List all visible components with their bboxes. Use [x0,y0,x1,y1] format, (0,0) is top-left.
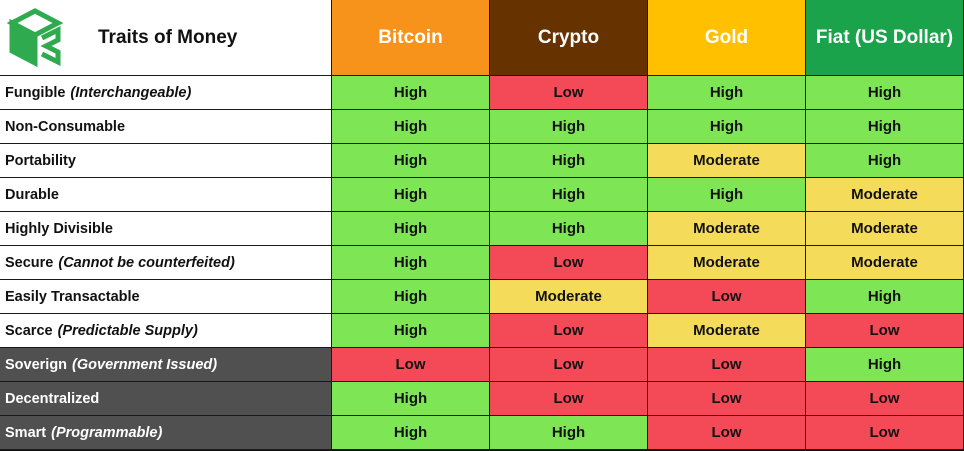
trait-name: Secure [5,254,54,271]
rating-cell-fiat: Moderate [806,212,964,246]
row-label: Secure (Cannot be counterfeited) [0,246,332,280]
rating-cell-crypto: Low [490,382,648,416]
rating-cell-gold: Moderate [648,314,806,348]
rating-cell-fiat: Moderate [806,246,964,280]
row-label: Soverign (Government Issued) [0,348,332,382]
rating-cell-gold: Moderate [648,246,806,280]
row-label: Easily Transactable [0,280,332,314]
table-corner: Traits of Money [0,0,332,76]
trait-name: Smart [5,424,47,441]
rating-cell-fiat: High [806,76,964,110]
column-header-fiat: Fiat (US Dollar) [806,0,964,76]
rating-cell-bitcoin: High [332,246,490,280]
rating-cell-gold: High [648,178,806,212]
rating-cell-crypto: Low [490,348,648,382]
row-label: Fungible (Interchangeable) [0,76,332,110]
rating-cell-bitcoin: High [332,144,490,178]
rating-cell-fiat: Low [806,314,964,348]
trait-name: Durable [5,186,59,203]
rating-cell-bitcoin: High [332,416,490,450]
trait-name: Non-Consumable [5,118,126,135]
trait-note: (Predictable Supply) [57,322,198,339]
column-header-bitcoin: Bitcoin [332,0,490,76]
rating-cell-bitcoin: High [332,178,490,212]
rating-cell-gold: Low [648,382,806,416]
table-title: Traits of Money [98,26,238,48]
rating-cell-crypto: High [490,144,648,178]
rating-cell-gold: Moderate [648,212,806,246]
rating-cell-crypto: Low [490,314,648,348]
trait-name: Fungible [5,84,66,101]
rating-cell-crypto: Moderate [490,280,648,314]
trait-note: (Cannot be counterfeited) [58,254,235,271]
trait-name: Decentralized [5,390,100,407]
rating-cell-bitcoin: High [332,76,490,110]
rating-cell-crypto: High [490,110,648,144]
rating-cell-gold: High [648,110,806,144]
row-label: Non-Consumable [0,110,332,144]
rating-cell-fiat: Low [806,382,964,416]
rating-cell-crypto: Low [490,76,648,110]
trait-name: Highly Divisible [5,220,113,237]
column-header-crypto: Crypto [490,0,648,76]
logo-icon [6,7,64,67]
row-label: Decentralized [0,382,332,416]
rating-cell-crypto: High [490,212,648,246]
rating-cell-bitcoin: High [332,382,490,416]
rating-cell-bitcoin: High [332,110,490,144]
rating-cell-fiat: High [806,110,964,144]
trait-note: (Programmable) [51,424,163,441]
trait-name: Portability [5,152,76,169]
rating-cell-fiat: High [806,280,964,314]
rating-cell-crypto: High [490,416,648,450]
rating-cell-fiat: Low [806,416,964,450]
row-label: Durable [0,178,332,212]
rating-cell-crypto: High [490,178,648,212]
row-label: Highly Divisible [0,212,332,246]
rating-cell-fiat: Moderate [806,178,964,212]
column-header-gold: Gold [648,0,806,76]
rating-cell-gold: Low [648,416,806,450]
trait-name: Scarce [5,322,53,339]
trait-name: Soverign [5,356,68,373]
rating-cell-gold: Low [648,280,806,314]
trait-name: Easily Transactable [5,288,140,305]
rating-cell-bitcoin: Low [332,348,490,382]
trait-note: (Government Issued) [72,356,218,373]
rating-cell-fiat: High [806,144,964,178]
rating-cell-bitcoin: High [332,212,490,246]
rating-cell-bitcoin: High [332,280,490,314]
row-label: Smart (Programmable) [0,416,332,450]
rating-cell-fiat: High [806,348,964,382]
rating-cell-gold: High [648,76,806,110]
row-label: Scarce (Predictable Supply) [0,314,332,348]
rating-cell-gold: Moderate [648,144,806,178]
rating-cell-bitcoin: High [332,314,490,348]
row-label: Portability [0,144,332,178]
trait-note: (Interchangeable) [70,84,192,101]
rating-cell-gold: Low [648,348,806,382]
rating-cell-crypto: Low [490,246,648,280]
